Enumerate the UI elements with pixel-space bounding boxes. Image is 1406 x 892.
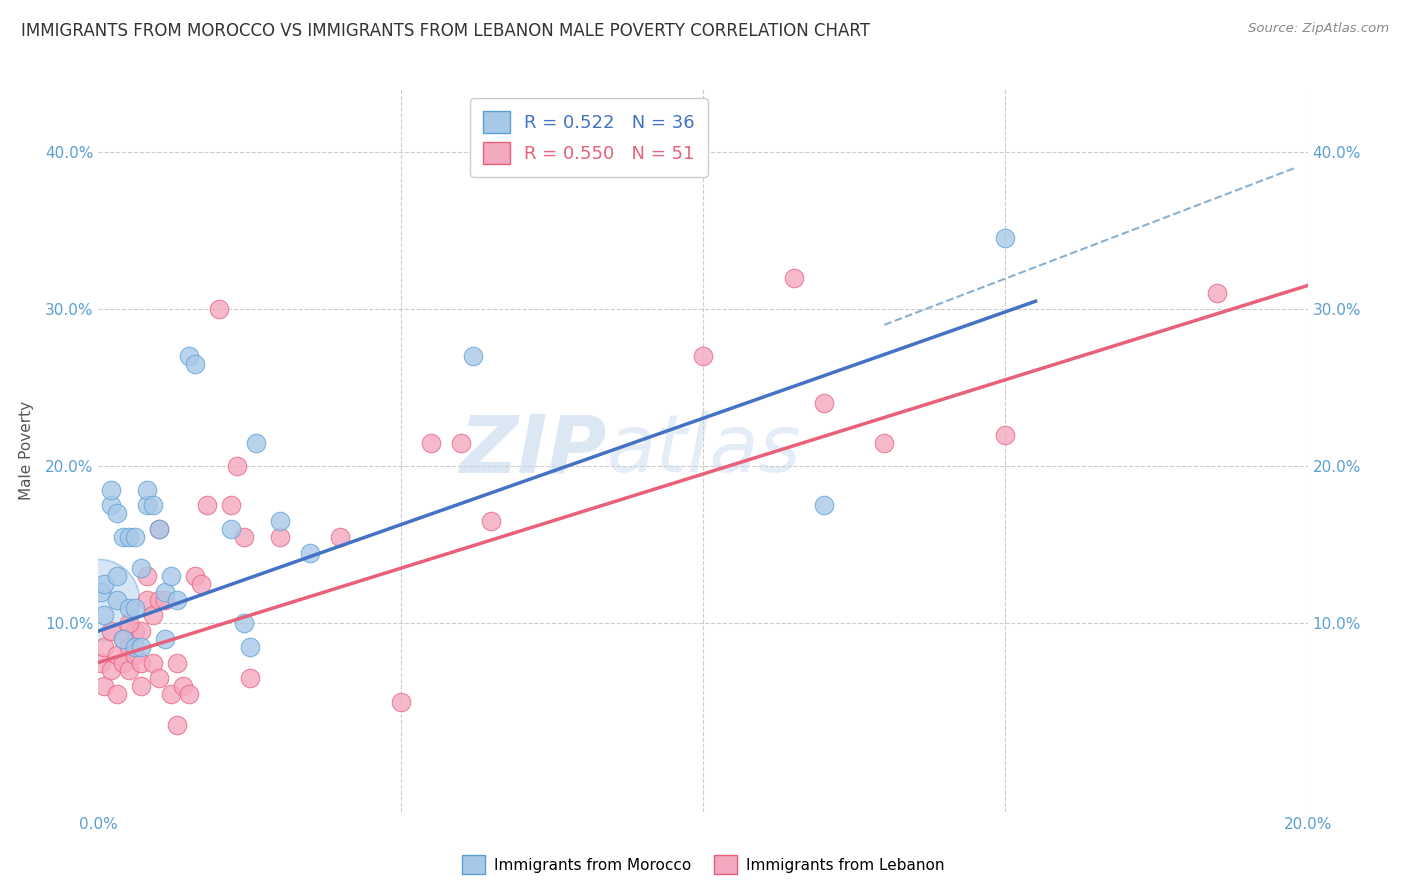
Point	[1206, 286, 1229, 301]
Point	[124, 640, 146, 654]
Point	[160, 569, 183, 583]
Point	[111, 632, 134, 646]
Point	[148, 671, 170, 685]
Point	[111, 530, 134, 544]
Point	[100, 624, 122, 639]
Point	[329, 530, 352, 544]
Point	[221, 522, 243, 536]
Point	[93, 640, 115, 654]
Legend: R = 0.522   N = 36, R = 0.550   N = 51: R = 0.522 N = 36, R = 0.550 N = 51	[470, 98, 707, 177]
Point	[129, 624, 152, 639]
Point	[90, 656, 112, 670]
Point	[195, 499, 218, 513]
Point	[208, 302, 231, 317]
Point	[153, 592, 176, 607]
Point	[166, 592, 188, 607]
Point	[994, 427, 1017, 442]
Point	[232, 530, 254, 544]
Point	[142, 608, 165, 623]
Point	[148, 522, 170, 536]
Point	[100, 499, 122, 513]
Point	[118, 664, 141, 678]
Point	[135, 499, 157, 513]
Point	[129, 656, 152, 670]
Point	[232, 616, 254, 631]
Point	[153, 584, 176, 599]
Point	[221, 499, 243, 513]
Point	[111, 632, 134, 646]
Point	[226, 459, 249, 474]
Point	[166, 656, 188, 670]
Point	[269, 530, 291, 544]
Point	[166, 718, 188, 732]
Point	[93, 577, 115, 591]
Point	[692, 349, 714, 363]
Point	[389, 695, 412, 709]
Point	[118, 640, 141, 654]
Point	[420, 435, 443, 450]
Point	[105, 569, 128, 583]
Point	[160, 687, 183, 701]
Point	[129, 561, 152, 575]
Point	[135, 483, 157, 497]
Point	[873, 435, 896, 450]
Point	[184, 569, 207, 583]
Text: Source: ZipAtlas.com: Source: ZipAtlas.com	[1249, 22, 1389, 36]
Point	[129, 679, 152, 693]
Point	[93, 608, 115, 623]
Point	[105, 648, 128, 662]
Point	[90, 584, 112, 599]
Point	[100, 664, 122, 678]
Point	[124, 624, 146, 639]
Point	[245, 435, 267, 450]
Point	[153, 632, 176, 646]
Point	[481, 514, 503, 528]
Point	[105, 687, 128, 701]
Point	[299, 545, 322, 559]
Point	[142, 499, 165, 513]
Point	[179, 687, 201, 701]
Point	[105, 506, 128, 520]
Point	[239, 671, 262, 685]
Point	[813, 499, 835, 513]
Point	[239, 640, 262, 654]
Point	[124, 530, 146, 544]
Point	[111, 656, 134, 670]
Y-axis label: Male Poverty: Male Poverty	[18, 401, 34, 500]
Point	[994, 231, 1017, 245]
Legend: Immigrants from Morocco, Immigrants from Lebanon: Immigrants from Morocco, Immigrants from…	[456, 849, 950, 880]
Point	[118, 600, 141, 615]
Point	[184, 357, 207, 371]
Point	[148, 592, 170, 607]
Point	[783, 270, 806, 285]
Point	[269, 514, 291, 528]
Point	[450, 435, 472, 450]
Text: ZIP: ZIP	[458, 411, 606, 490]
Point	[129, 640, 152, 654]
Point	[100, 483, 122, 497]
Point	[135, 592, 157, 607]
Text: IMMIGRANTS FROM MOROCCO VS IMMIGRANTS FROM LEBANON MALE POVERTY CORRELATION CHAR: IMMIGRANTS FROM MOROCCO VS IMMIGRANTS FR…	[21, 22, 870, 40]
Point	[148, 522, 170, 536]
Point	[93, 679, 115, 693]
Point	[463, 349, 485, 363]
Point	[124, 648, 146, 662]
Point	[142, 656, 165, 670]
Point	[190, 577, 212, 591]
Point	[118, 530, 141, 544]
Text: atlas: atlas	[606, 411, 801, 490]
Point	[124, 600, 146, 615]
Point	[105, 592, 128, 607]
Point	[118, 616, 141, 631]
Point	[179, 349, 201, 363]
Point	[135, 569, 157, 583]
Point	[631, 153, 654, 167]
Point	[87, 592, 110, 607]
Point	[172, 679, 194, 693]
Point	[813, 396, 835, 410]
